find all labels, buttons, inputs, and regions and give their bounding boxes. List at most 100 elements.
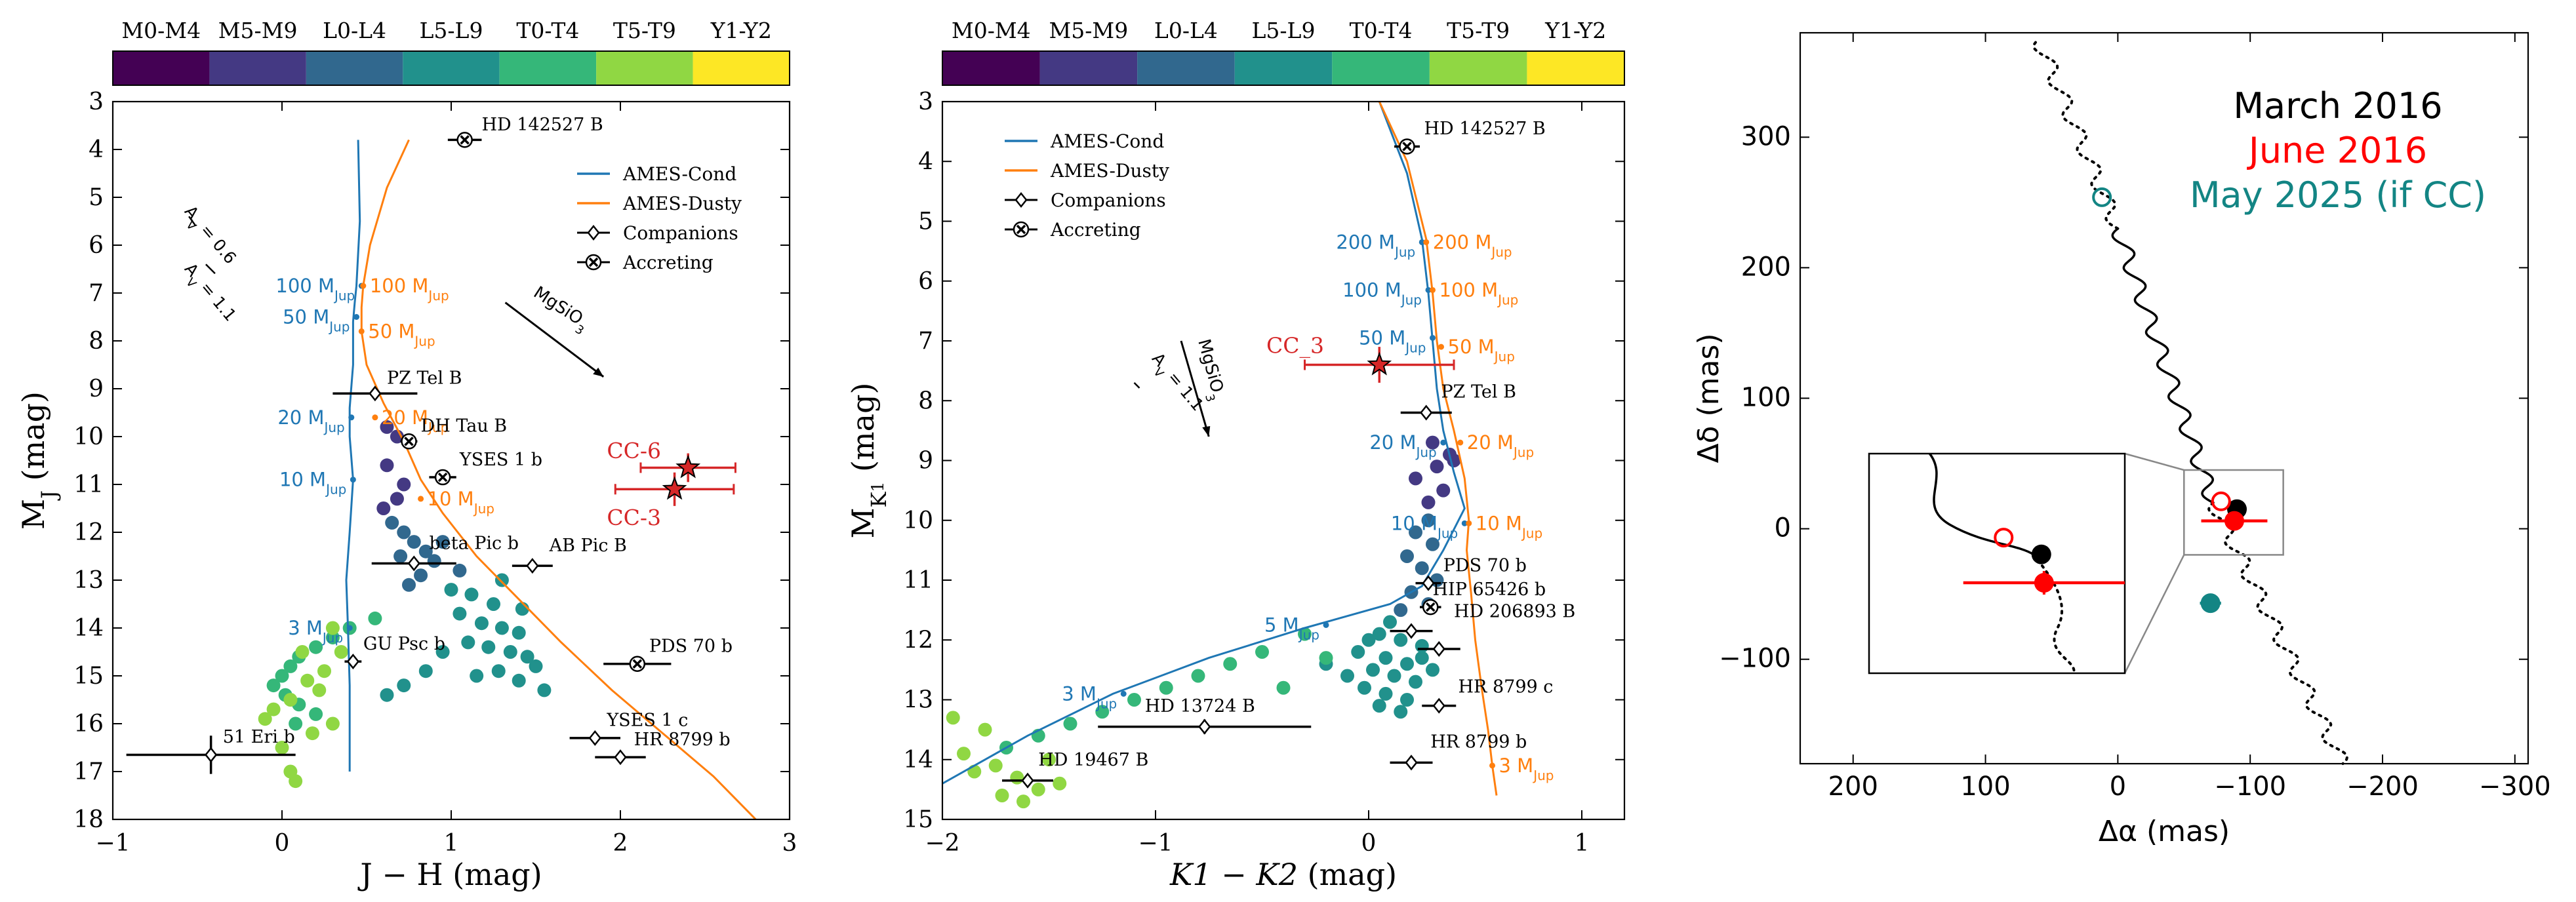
field-object-point	[1191, 669, 1205, 683]
field-object-point	[380, 458, 394, 473]
y-tick-label: 9	[918, 448, 933, 475]
y-tick-label: 6	[89, 232, 104, 259]
field-object-point	[1421, 513, 1436, 528]
field-object-point	[481, 640, 496, 654]
field-object-point	[266, 678, 281, 693]
field-object-point	[418, 664, 433, 678]
dusty-mass-marker	[1438, 343, 1444, 350]
legend-marker	[1015, 191, 1028, 208]
inset-point	[2034, 573, 2054, 593]
field-object-point	[1063, 716, 1077, 731]
field-object-point	[995, 789, 1009, 802]
companion-marker-cross	[632, 659, 643, 669]
companion-marker	[1021, 772, 1034, 789]
dusty-mass-label: 100 MJup	[370, 275, 449, 304]
companion-label: HD 206893 B	[1454, 602, 1575, 622]
field-object-point	[1276, 680, 1291, 695]
motion-track-dotted-past	[2032, 38, 2120, 230]
ames-cond-track	[942, 102, 1466, 785]
field-object-point	[407, 535, 421, 549]
cond-mass-marker	[350, 477, 356, 483]
field-object-point	[1430, 460, 1444, 474]
field-object-point	[380, 688, 394, 702]
field-object-point	[312, 683, 327, 697]
legend-marker-cross	[1016, 224, 1026, 235]
field-object-point	[957, 747, 971, 761]
field-object-point	[258, 712, 272, 726]
y-tick-label: 12	[903, 627, 933, 654]
field-object-point	[393, 549, 408, 563]
field-object-point	[289, 774, 303, 789]
field-object-point	[1394, 705, 1408, 719]
colorbar-label: M0-M4	[121, 18, 201, 43]
mgsio3-arrow	[504, 302, 605, 378]
field-object-point	[529, 659, 543, 673]
companion-marker	[588, 730, 601, 746]
field-object-point	[453, 606, 467, 621]
field-object-point	[376, 501, 391, 515]
x-tick-label: −1	[95, 830, 130, 857]
field-object-point	[289, 716, 303, 731]
field-object-point	[512, 673, 526, 688]
companion-label: PDS 70 b	[649, 637, 733, 657]
companion-marker	[1432, 697, 1445, 714]
cmd-panel-middle: 200 MJup 200 MJup 100 MJup 100 MJup 50 MJup 5…	[845, 88, 1626, 892]
field-object-point	[453, 563, 467, 578]
field-object-point	[309, 640, 323, 654]
y-tick-label: 11	[903, 567, 933, 594]
colorbar-segment	[1137, 51, 1235, 85]
x-tick-label: −2	[925, 830, 959, 857]
companion-marker	[1405, 755, 1418, 771]
field-object-point	[988, 758, 1003, 773]
field-object-point	[487, 597, 500, 611]
dusty-mass-marker	[418, 496, 424, 502]
field-object-point	[325, 621, 340, 635]
cond-mass-label: 100 MJup	[1342, 279, 1422, 307]
dusty-mass-marker	[360, 283, 367, 289]
companion-label: HR 8799 c	[1459, 677, 1554, 697]
field-object-point	[444, 583, 458, 597]
y-tick-label: 14	[73, 615, 104, 642]
x-tick-label: −200	[2346, 772, 2419, 802]
cond-mass-marker	[1461, 520, 1468, 526]
plot-frame	[941, 100, 1626, 821]
field-object-point	[978, 722, 992, 737]
colorbar-segment	[1527, 51, 1624, 85]
field-object-point	[967, 764, 982, 779]
field-object-point	[461, 635, 475, 650]
field-object-point	[1340, 669, 1354, 683]
field-object-point	[1409, 525, 1422, 539]
colorbar-segment	[1429, 51, 1527, 85]
cond-mass-label: 50 MJup	[283, 306, 350, 335]
y-tick-label: 100	[1741, 383, 1791, 413]
extinction-annotation: AV = 1.1	[176, 260, 240, 329]
dusty-mass-marker	[1466, 520, 1472, 526]
legend-label: AMES-Dusty	[1050, 160, 1169, 182]
field-object-point	[1426, 663, 1439, 677]
field-object-point	[305, 726, 319, 741]
y-tick-label: 11	[73, 471, 104, 498]
companion-label: YSES 1 c	[606, 711, 688, 731]
colorbar-frame	[112, 50, 790, 86]
y-tick-label: 13	[903, 687, 933, 714]
companion-marker	[407, 555, 420, 572]
field-object-point	[512, 625, 526, 640]
companion-marker	[614, 749, 627, 766]
companion-marker	[1198, 718, 1211, 735]
companion-marker-cross	[460, 135, 470, 145]
y-tick-label: 8	[918, 387, 933, 414]
companion-marker-cross	[1426, 602, 1436, 612]
y-tick-label: 300	[1741, 121, 1791, 151]
y-tick-label: 12	[73, 519, 104, 546]
field-object-point	[1383, 615, 1397, 629]
dusty-mass-label: 50 MJup	[1448, 336, 1515, 364]
epoch-legend-label: March 2016	[2233, 85, 2442, 127]
companion-label: 51 Eri b	[223, 727, 295, 747]
legend-label: AMES-Cond	[622, 163, 736, 185]
motion-track-dotted-future	[2207, 501, 2349, 765]
cc-label: CC_3	[1266, 332, 1324, 359]
field-object-point	[1298, 627, 1312, 641]
x-tick-label: 3	[782, 830, 797, 857]
field-object-point	[1031, 782, 1045, 796]
field-object-point	[385, 515, 399, 530]
